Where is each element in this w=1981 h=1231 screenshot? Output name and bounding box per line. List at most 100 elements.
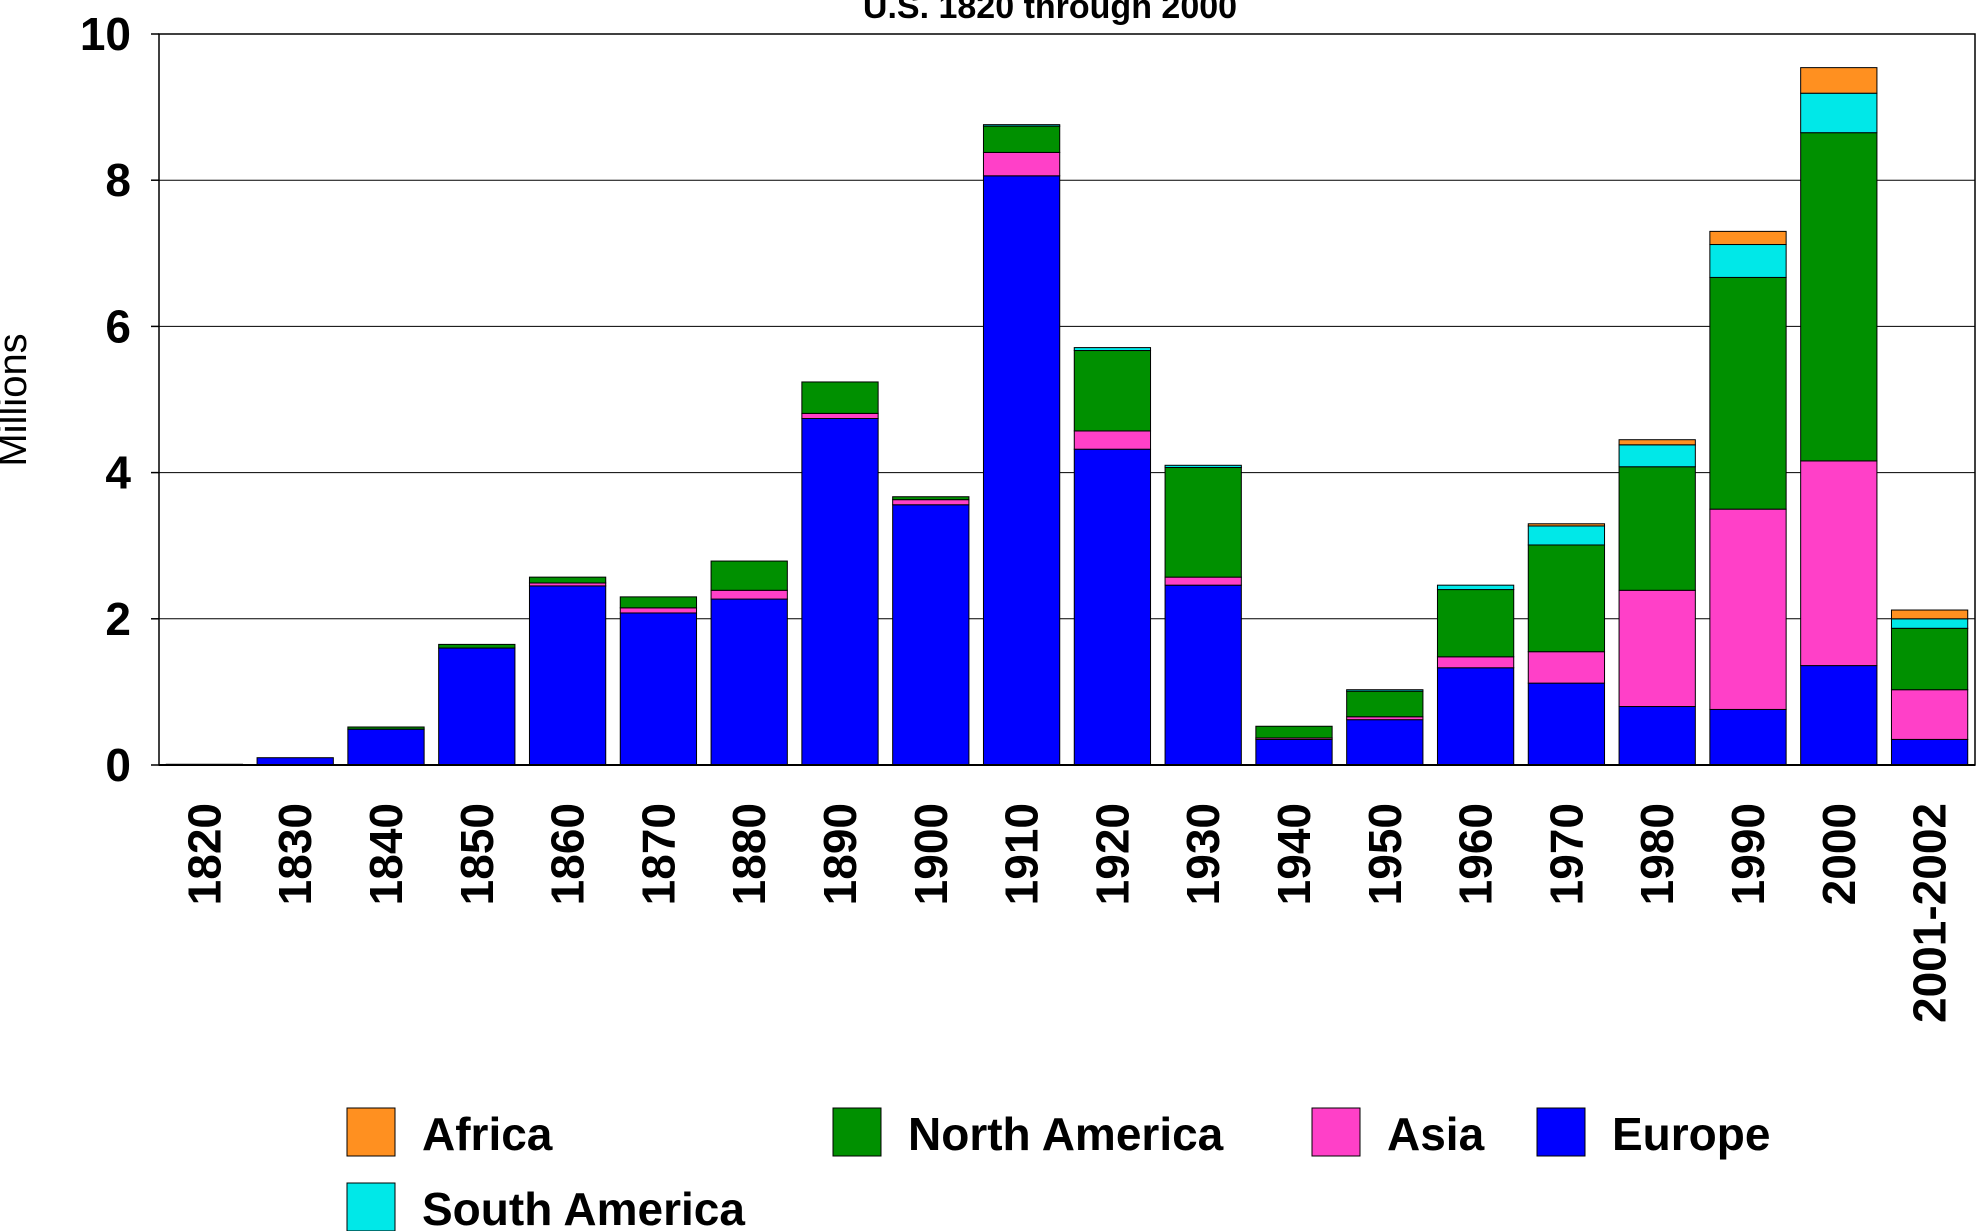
bar-segment — [1800, 92, 1878, 134]
bar-segment — [1890, 618, 1969, 629]
bar-segment — [982, 175, 1061, 766]
bar-segment — [801, 418, 879, 766]
bar-segment — [1073, 347, 1152, 352]
bar-segment — [1073, 350, 1152, 432]
bar-segment — [1800, 665, 1878, 766]
bar-segment — [1800, 460, 1878, 667]
y-tick-label: 4 — [105, 447, 131, 499]
x-tick-label: 2000 — [1813, 803, 1865, 905]
bar-segment — [1346, 689, 1424, 692]
bar-segment — [1436, 667, 1515, 766]
bar-segment — [1709, 244, 1787, 278]
y-tick-label: 2 — [105, 593, 131, 645]
x-tick-label: 1900 — [905, 803, 957, 905]
bar-segment — [619, 596, 698, 609]
x-tick-label: 1970 — [1540, 803, 1592, 905]
bar-segment — [619, 607, 698, 614]
bar-segment — [347, 726, 425, 730]
bar-segment — [892, 504, 970, 766]
legend-swatch — [1536, 1107, 1586, 1157]
bar-segment — [710, 589, 788, 600]
bar-segment — [982, 151, 1061, 177]
bar-segment — [1164, 584, 1242, 766]
bar-segment — [710, 598, 788, 766]
bar-segment — [1800, 67, 1878, 94]
bar-segment — [1890, 738, 1969, 766]
x-tick-label: 1910 — [996, 803, 1048, 905]
x-tick-label: 1820 — [178, 803, 230, 905]
bar-segment — [1164, 466, 1242, 578]
x-tick-label: 1920 — [1086, 803, 1138, 905]
bar-segment — [892, 499, 970, 506]
bar-segment — [1436, 656, 1515, 669]
y-tick-label: 8 — [105, 154, 131, 206]
x-tick-label: 1880 — [723, 803, 775, 905]
bar-segment — [1073, 430, 1152, 450]
bar-segment — [710, 560, 788, 591]
bar-segment — [1709, 508, 1787, 710]
legend-label: Africa — [422, 1108, 553, 1160]
x-tick-label: 1870 — [632, 803, 684, 905]
legend-swatch — [1311, 1107, 1361, 1157]
legend-label: North America — [908, 1108, 1224, 1160]
legend-label: Europe — [1612, 1108, 1770, 1160]
bar-segment — [528, 585, 607, 766]
bar-segment — [1890, 627, 1969, 691]
x-tick-label: 1950 — [1359, 803, 1411, 905]
bar-segment — [1255, 738, 1333, 766]
bar-segment — [1618, 589, 1696, 708]
bar-segment — [801, 381, 879, 414]
x-tick-label: 1850 — [451, 803, 503, 905]
x-tick-label: 1980 — [1631, 803, 1683, 905]
x-tick-label: 1830 — [269, 803, 321, 905]
legend-swatch — [832, 1107, 882, 1157]
bar-segment — [1164, 576, 1242, 586]
bar-segment — [1890, 689, 1969, 740]
bar-segment — [1618, 439, 1696, 446]
x-tick-label: 2001-2002 — [1904, 803, 1956, 1023]
bar-segment — [1527, 682, 1606, 766]
bar-segment — [1618, 444, 1696, 468]
x-tick-label: 1840 — [360, 803, 412, 905]
bar-segment — [1346, 719, 1424, 766]
legend-label: Asia — [1387, 1108, 1485, 1160]
legend-label: South America — [422, 1183, 745, 1231]
y-axis-label: Millions — [0, 333, 35, 466]
bar-segment — [1709, 230, 1787, 246]
bar-segment — [1255, 725, 1333, 739]
bar-segment — [1527, 651, 1606, 684]
y-tick-label: 10 — [80, 8, 131, 60]
x-tick-label: 1890 — [814, 803, 866, 905]
legend-swatch — [346, 1182, 396, 1231]
y-tick-label: 0 — [105, 739, 131, 791]
bar-segment — [1527, 523, 1606, 527]
bar-segment — [1890, 609, 1969, 620]
bar-segment — [619, 612, 698, 766]
bar-segment — [1527, 544, 1606, 653]
x-tick-label: 1990 — [1722, 803, 1774, 905]
bar-segment — [1073, 448, 1152, 766]
bar-segment — [347, 728, 425, 766]
bar-segment — [1618, 706, 1696, 766]
chart-title: U.S. 1820 through 2000 — [863, 0, 1237, 26]
x-tick-label: 1960 — [1450, 803, 1502, 905]
bar-segment — [1436, 584, 1515, 591]
bar-segment — [1800, 132, 1878, 462]
bar-segment — [801, 412, 879, 420]
bar-segment — [1436, 589, 1515, 658]
x-tick-label: 1930 — [1177, 803, 1229, 905]
x-tick-label: 1860 — [542, 803, 594, 905]
bar-segment — [1346, 690, 1424, 718]
x-tick-label: 1940 — [1268, 803, 1320, 905]
bar-segment — [892, 496, 970, 501]
bar-segment — [528, 576, 607, 584]
bar-segment — [1527, 525, 1606, 546]
bar-segment — [982, 124, 1061, 127]
bar-segment — [982, 125, 1061, 153]
legend-swatch — [346, 1107, 396, 1157]
y-tick-label: 6 — [105, 300, 131, 352]
bar-segment — [438, 643, 516, 649]
bar-segment — [1709, 276, 1787, 510]
plot-area — [158, 33, 1976, 766]
